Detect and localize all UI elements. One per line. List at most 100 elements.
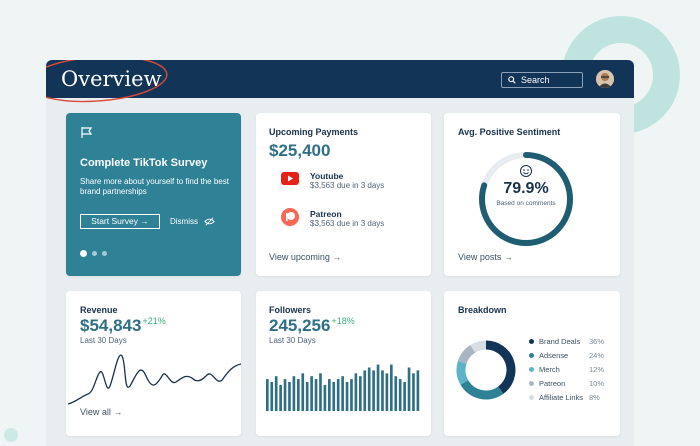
carousel-dot[interactable]	[102, 251, 107, 256]
follower-bar	[323, 384, 327, 411]
legend-pct: 8%	[589, 393, 600, 402]
survey-title: Complete TikTok Survey	[80, 157, 208, 169]
eye-off-icon	[204, 217, 215, 226]
annotation-ellipse	[46, 60, 168, 103]
legend-item: Brand Deals 36%	[529, 337, 609, 346]
follower-bar	[310, 376, 313, 411]
payment-name-patreon: Patreon	[310, 209, 342, 219]
donut-slice	[485, 340, 516, 394]
follower-bar	[416, 370, 420, 411]
follower-bar	[274, 376, 278, 411]
legend-pct: 10%	[589, 379, 605, 388]
follower-bar	[288, 382, 291, 411]
search-label: Search	[521, 75, 550, 85]
follower-bar	[279, 384, 282, 411]
legend-label: Adsense	[539, 351, 569, 360]
legend-item: Merch 12%	[529, 365, 609, 374]
search-input[interactable]: Search	[501, 72, 583, 88]
breakdown-card: Breakdown Brand Deals 36% Adsense 24% Merc…	[444, 291, 620, 436]
follower-bar	[328, 379, 331, 411]
revenue-period: Last 30 Days	[80, 336, 127, 345]
revenue-title: Revenue	[80, 305, 118, 315]
search-icon	[508, 76, 516, 84]
followers-card: Followers 245,256+18% Last 30 Days	[256, 291, 431, 436]
breakdown-donut	[456, 340, 516, 400]
follower-bar	[376, 364, 380, 411]
follower-bar	[363, 370, 367, 411]
follower-bar	[403, 382, 406, 411]
followers-change: +18%	[331, 316, 355, 326]
followers-period: Last 30 Days	[269, 336, 316, 345]
user-photo	[596, 70, 614, 88]
legend-label: Patreon	[539, 379, 566, 388]
view-posts-link[interactable]: View posts →	[458, 252, 513, 262]
follower-bar	[390, 364, 393, 411]
carousel-dots	[80, 250, 107, 257]
donut-slice	[457, 344, 476, 364]
dismiss-label: Dismiss	[170, 217, 198, 226]
dismiss-button[interactable]: Dismiss	[170, 217, 215, 226]
legend-pct: 24%	[589, 351, 605, 360]
follower-bar	[398, 379, 402, 411]
follower-bar	[412, 373, 415, 411]
sentiment-title: Avg. Positive Sentiment	[458, 127, 561, 137]
follower-bar	[283, 379, 287, 411]
legend-pct: 12%	[589, 365, 605, 374]
legend-dot	[529, 395, 534, 400]
page-title: Overview	[61, 67, 162, 91]
follower-bar	[345, 382, 349, 411]
start-survey-button[interactable]: Start Survey →	[80, 214, 160, 229]
followers-bar-chart	[266, 364, 420, 411]
revenue-sparkline	[67, 354, 241, 405]
view-upcoming-link[interactable]: View upcoming →	[269, 252, 342, 262]
legend-label: Affiliate Links	[539, 393, 584, 402]
followers-title: Followers	[269, 305, 312, 315]
follower-bar	[332, 382, 336, 411]
avatar[interactable]	[596, 70, 614, 88]
legend-item: Affiliate Links 8%	[529, 393, 609, 402]
payment-due-youtube: $3,563 due in 3 days	[310, 181, 385, 190]
payments-card: Upcoming Payments $25,400 Youtube $3,563…	[256, 113, 431, 276]
carousel-dot-active[interactable]	[80, 250, 87, 257]
follower-bar	[372, 370, 375, 411]
sentiment-card: Avg. Positive Sentiment 79.9% Based on c…	[444, 113, 620, 276]
follower-bar	[301, 373, 305, 411]
follower-bar	[367, 367, 371, 411]
legend-label: Brand Deals	[539, 337, 581, 346]
follower-bar	[270, 382, 274, 411]
follower-bar	[266, 379, 269, 411]
donut-slice	[456, 360, 469, 385]
donut-slice	[470, 340, 487, 353]
revenue-card: Revenue $54,843+21% Last 30 Days View al…	[66, 291, 241, 436]
carousel-dot[interactable]	[92, 251, 97, 256]
legend-label: Merch	[539, 365, 560, 374]
revenue-value: $54,843	[80, 316, 142, 335]
follower-bar	[292, 376, 296, 411]
follower-bar	[381, 370, 384, 411]
follower-bar	[359, 376, 362, 411]
revenue-line	[67, 354, 241, 405]
top-bar: Overview Search	[46, 60, 634, 103]
view-all-link[interactable]: View all →	[80, 407, 123, 417]
payment-due-patreon: $3,563 due in 3 days	[310, 219, 385, 228]
legend-dot	[529, 367, 534, 372]
gauge-arc	[479, 152, 573, 246]
legend-pct: 36%	[589, 337, 605, 346]
payment-name-youtube: Youtube	[310, 171, 344, 181]
sentiment-sub: Based on comments	[496, 200, 556, 207]
dashboard-window: Overview Search Complete TikTok Survey S	[46, 60, 634, 446]
decorative-dot	[4, 428, 18, 442]
sentiment-value: 79.9%	[503, 180, 549, 197]
smile-icon	[520, 165, 532, 177]
follower-bar	[319, 373, 322, 411]
follower-bar	[336, 379, 340, 411]
follower-bar	[350, 379, 353, 411]
donut-slice	[460, 379, 504, 400]
follower-bar	[394, 376, 398, 411]
youtube-icon	[281, 172, 299, 185]
revenue-change: +21%	[142, 316, 166, 326]
sentiment-gauge	[479, 152, 573, 246]
flag-icon	[81, 127, 93, 138]
follower-bar	[354, 373, 358, 411]
breakdown-title: Breakdown	[458, 305, 507, 315]
